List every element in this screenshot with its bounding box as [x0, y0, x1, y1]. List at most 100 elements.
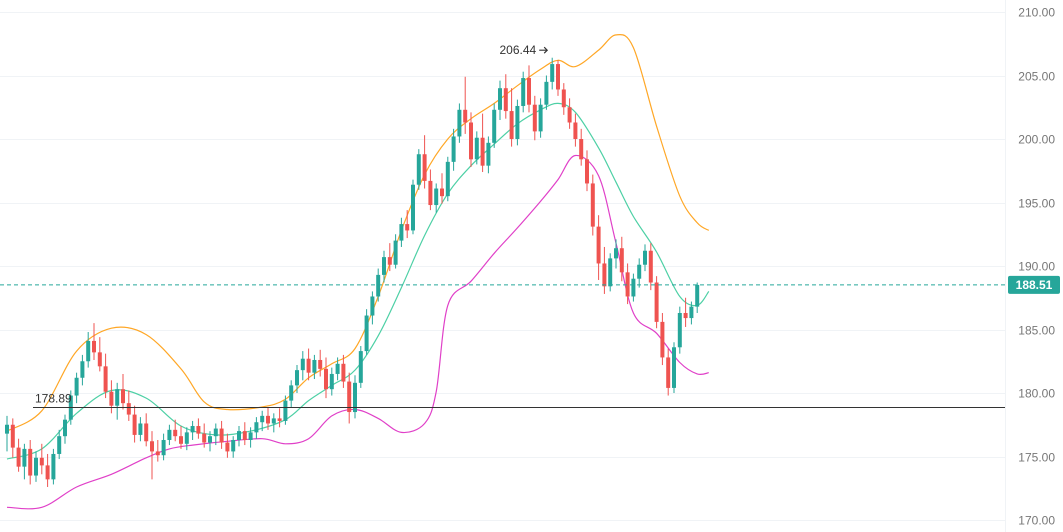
candle-body [544, 81, 549, 105]
candle-body [231, 439, 236, 452]
candle-body [5, 424, 9, 434]
candle-body [39, 457, 44, 466]
candle-body [463, 109, 468, 123]
candle-body [370, 296, 375, 316]
last-price-label: 188.51 [1016, 278, 1053, 292]
candle-body [637, 264, 642, 279]
candle-body [266, 415, 270, 424]
candle-body [550, 64, 555, 82]
candle-body [677, 312, 682, 348]
candle-body [155, 451, 160, 456]
y-tick-label: 200.00 [1018, 133, 1055, 147]
candle-body [324, 368, 328, 390]
candle-body [387, 257, 392, 265]
candle-body [480, 137, 485, 166]
candle-body [126, 403, 131, 415]
candle-body [80, 361, 85, 378]
candle-body [492, 109, 497, 143]
candle-body [161, 439, 166, 456]
candle-body [260, 415, 265, 423]
candle-body [45, 465, 50, 480]
candle-body [608, 258, 613, 287]
high-price-arrow-icon [539, 46, 549, 54]
candle-body [271, 418, 276, 424]
candle-body [16, 447, 21, 467]
candle-body [532, 104, 537, 132]
candle-body [28, 448, 33, 476]
candle-body [312, 359, 317, 373]
candle-body [445, 161, 450, 197]
candle-body [364, 315, 369, 352]
y-tick-label: 205.00 [1018, 70, 1055, 84]
candle-body [561, 89, 566, 108]
candle-body [428, 180, 433, 206]
y-tick-label: 195.00 [1018, 197, 1055, 211]
candle-body [689, 306, 694, 319]
candle-body [300, 358, 305, 371]
candle-body [318, 359, 323, 369]
candle-body [295, 370, 299, 386]
candle-body [573, 122, 578, 139]
candle-body [672, 347, 676, 388]
candle-body [399, 224, 404, 241]
lower-band-line [6, 154, 709, 510]
candle-body [92, 340, 96, 353]
candle-body [654, 282, 659, 322]
candle-body [405, 224, 410, 231]
y-tick-label: 175.00 [1018, 451, 1055, 465]
candle-body [213, 428, 218, 437]
candle-body [614, 248, 618, 259]
candle-body [695, 284, 700, 307]
last-price-tag [1008, 275, 1060, 294]
candle-body [132, 414, 137, 435]
candle-body [503, 88, 508, 112]
candle-body [451, 136, 456, 162]
candle-body [660, 321, 665, 358]
grid-lines [0, 0, 1006, 532]
candle-body [190, 426, 195, 433]
candle-body [631, 278, 636, 297]
candle-body [416, 154, 421, 185]
candle-body [283, 400, 288, 421]
candle-body [382, 257, 386, 275]
candle-body [411, 184, 415, 231]
candle-body [347, 381, 352, 413]
candle-body [567, 107, 572, 123]
candle-body [254, 422, 259, 433]
candle-body [527, 78, 531, 105]
candle-body [619, 248, 624, 273]
candle-body [353, 382, 357, 413]
candle-body [457, 109, 462, 137]
candle-body [179, 436, 183, 444]
candle-body [329, 373, 334, 390]
candle-body [196, 426, 201, 434]
candle-body [237, 431, 241, 440]
support-label: 178.89 [35, 392, 72, 406]
candle-body [556, 64, 560, 90]
candle-body [585, 159, 589, 184]
candle-body [115, 389, 120, 406]
candle-body [335, 363, 340, 374]
candle-body [248, 432, 253, 440]
candle-body [358, 351, 363, 383]
candle-body [666, 357, 671, 388]
candle-body [173, 429, 178, 437]
candle-body [242, 431, 247, 440]
y-tick-label: 190.00 [1018, 260, 1055, 274]
candle-body [486, 142, 491, 166]
candle-body [422, 154, 427, 181]
candle-body [109, 391, 114, 406]
candle-body [643, 250, 647, 265]
y-axis-ticks: 210.00 205.00 200.00 195.00 190.00 185.00 180.… [1018, 6, 1055, 528]
candle-body [86, 340, 91, 362]
candle-body [440, 188, 444, 197]
candle-body [625, 272, 630, 297]
candle-body [167, 429, 172, 440]
candle-body [596, 226, 601, 264]
candle-body [434, 188, 439, 206]
candle-body [225, 442, 230, 452]
y-tick-label: 185.00 [1018, 324, 1055, 338]
y-tick-label: 170.00 [1018, 514, 1055, 528]
